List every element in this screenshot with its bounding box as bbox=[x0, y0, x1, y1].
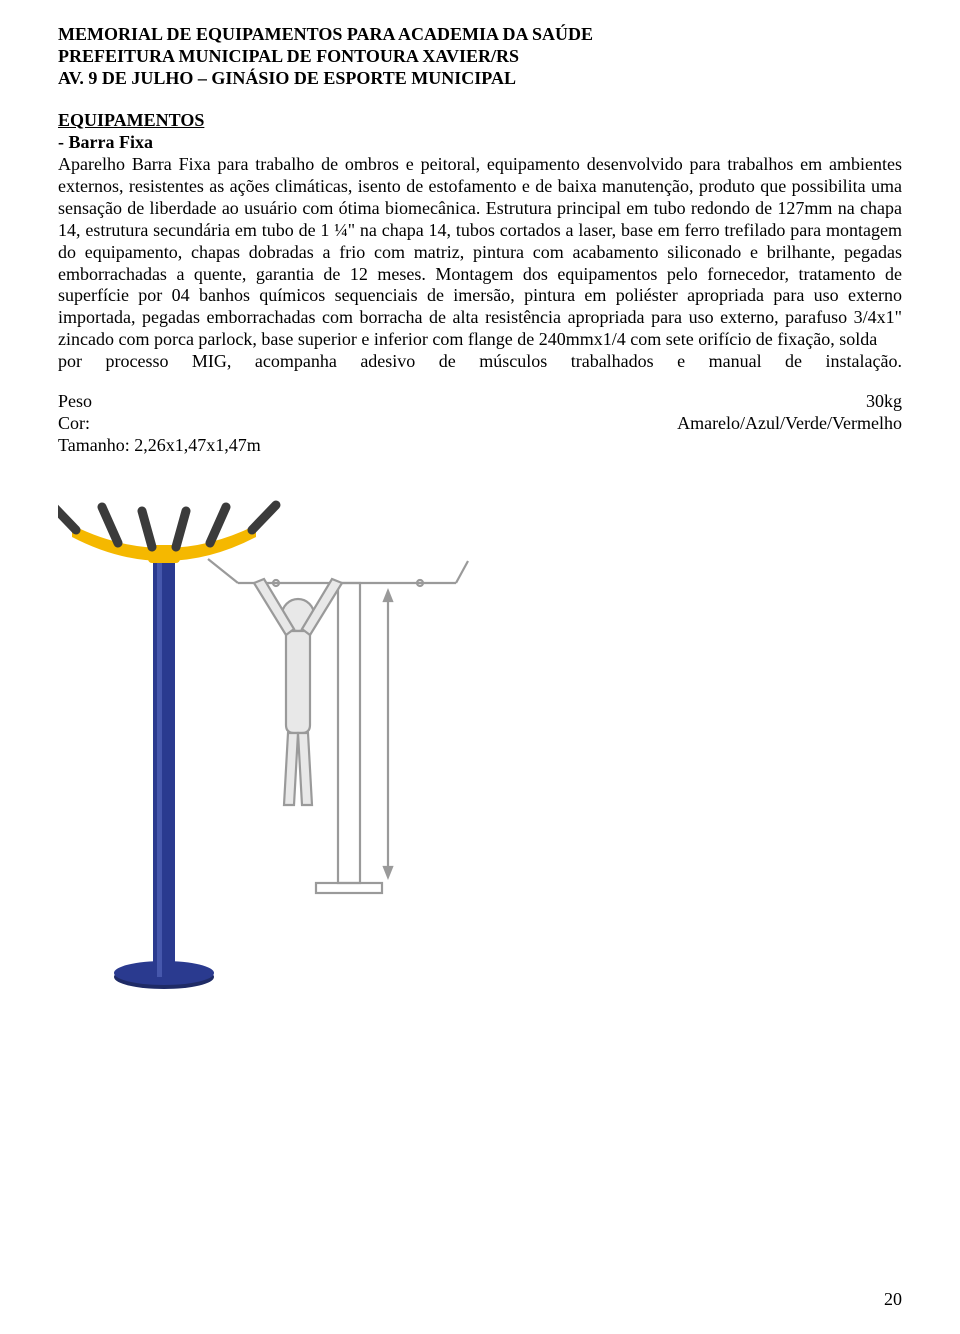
header-block: MEMORIAL DE EQUIPAMENTOS PARA ACADEMIA D… bbox=[58, 24, 902, 90]
equipment-illustration bbox=[58, 475, 478, 995]
page-number: 20 bbox=[884, 1289, 902, 1310]
document-page: MEMORIAL DE EQUIPAMENTOS PARA ACADEMIA D… bbox=[0, 0, 960, 995]
header-line-1: MEMORIAL DE EQUIPAMENTOS PARA ACADEMIA D… bbox=[58, 24, 902, 46]
equipment-description-main: Aparelho Barra Fixa para trabalho de omb… bbox=[58, 154, 902, 352]
usage-diagram-icon bbox=[208, 559, 468, 893]
spec-tamanho: Tamanho: 2,26x1,47x1,47m bbox=[58, 435, 902, 457]
spec-cor-label: Cor: bbox=[58, 413, 90, 435]
header-line-2: PREFEITURA MUNICIPAL DE FONTOURA XAVIER/… bbox=[58, 46, 902, 68]
equipment-svg bbox=[58, 475, 478, 995]
spec-peso-value: 30kg bbox=[866, 391, 902, 413]
spec-cor-value: Amarelo/Azul/Verde/Vermelho bbox=[677, 413, 902, 435]
equipment-name: - Barra Fixa bbox=[58, 132, 902, 154]
spec-peso-label: Peso bbox=[58, 391, 92, 413]
section-title: EQUIPAMENTOS bbox=[58, 110, 902, 132]
spec-block: Peso 30kg Cor: Amarelo/Azul/Verde/Vermel… bbox=[58, 391, 902, 457]
product-render-icon bbox=[58, 505, 276, 989]
spec-peso-row: Peso 30kg bbox=[58, 391, 902, 413]
equipment-description-last: por processo MIG, acompanha adesivo de m… bbox=[58, 351, 902, 373]
header-line-3: AV. 9 DE JULHO – GINÁSIO DE ESPORTE MUNI… bbox=[58, 68, 902, 90]
spec-cor-row: Cor: Amarelo/Azul/Verde/Vermelho bbox=[58, 413, 902, 435]
